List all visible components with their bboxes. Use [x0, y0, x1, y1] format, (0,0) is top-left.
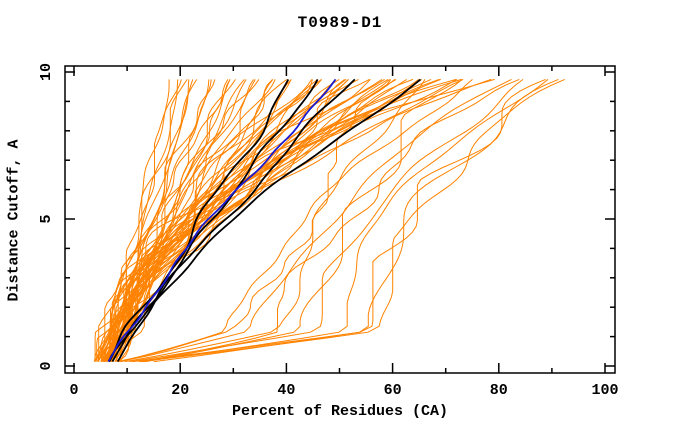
curve-server-models	[103, 79, 371, 362]
curve-server-models	[129, 78, 524, 363]
curve-highlighted-model-blue	[107, 78, 337, 363]
curve-server-models	[105, 79, 170, 362]
curve-server-models	[106, 78, 383, 362]
curve-server-models	[109, 78, 440, 362]
curve-server-models	[110, 78, 422, 362]
x-tick-label: 60	[384, 382, 402, 399]
curve-highlighted-models-black	[116, 78, 356, 363]
curve-server-models	[120, 79, 473, 363]
curve-server-models	[101, 78, 397, 362]
chart-title: T0989-D1	[297, 14, 383, 32]
curve-server-models	[115, 78, 385, 362]
x-tick-label: 100	[591, 382, 618, 399]
x-tick-label: 80	[490, 382, 508, 399]
curve-server-models	[109, 79, 260, 362]
curve-server-models	[113, 78, 345, 362]
y-tick-label: 5	[38, 214, 55, 223]
x-axis-label: Percent of Residues (CA)	[231, 403, 449, 420]
y-tick-label: 10	[38, 63, 55, 81]
curve-server-models	[114, 78, 464, 362]
x-tick-label: 0	[69, 382, 78, 399]
curve-server-models	[117, 79, 392, 363]
curve-server-models	[94, 78, 441, 362]
plot-border	[64, 65, 616, 374]
curve-server-models	[142, 79, 549, 363]
curve-server-models	[101, 78, 414, 362]
curve-server-models	[145, 79, 463, 363]
x-tick-label: 20	[171, 382, 189, 399]
curve-server-models	[96, 78, 407, 362]
curve-server-models	[94, 78, 495, 362]
y-axis-label: Distance Cutoff, A	[5, 139, 23, 302]
curve-highlighted-models-black	[108, 78, 290, 363]
curve-server-models	[153, 78, 559, 363]
curve-server-models	[132, 78, 546, 363]
curve-server-models	[98, 78, 462, 362]
curve-server-models	[138, 78, 565, 363]
curve-server-models	[106, 78, 458, 362]
curve-server-models	[140, 78, 520, 363]
y-tick-label: 0	[38, 361, 55, 370]
curve-highlighted-models-black	[107, 78, 422, 362]
x-tick-label: 40	[277, 382, 295, 399]
